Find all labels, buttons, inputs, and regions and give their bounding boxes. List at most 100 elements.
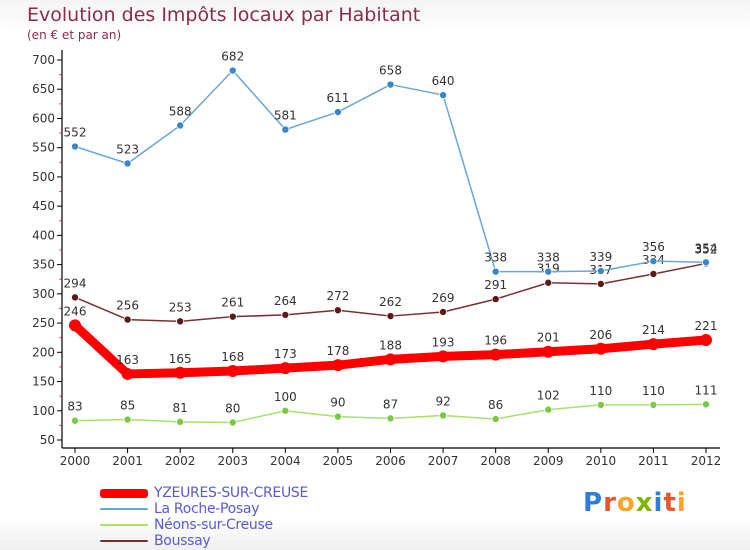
brand-letter: i [653, 488, 664, 518]
x-tick-label: 2006 [375, 454, 406, 468]
data-label: 339 [589, 250, 612, 264]
series-line [74, 69, 707, 273]
data-label: 221 [695, 319, 718, 333]
x-tick-label: 2005 [323, 454, 354, 468]
data-point [123, 315, 132, 324]
x-tick-label: 2011 [638, 454, 669, 468]
brand-letter: o [616, 488, 636, 518]
data-label: 581 [274, 109, 297, 123]
data-point [71, 142, 80, 151]
legend-item: La Roche-Posay [100, 501, 308, 517]
data-point [228, 418, 237, 427]
data-point [542, 345, 555, 358]
brand-logo: Proxiti [583, 488, 687, 518]
data-point [489, 348, 502, 361]
data-label: 611 [326, 91, 349, 105]
series-2: 83 85 81 80 100 90 87 92 86 102 110 110 111 [67, 383, 718, 427]
series-1: 552 523 588 682 581 611 658 640 338 338 339 356 354 [64, 50, 717, 276]
data-label: 256 [116, 299, 139, 313]
data-point [176, 317, 185, 326]
data-label: 163 [116, 353, 139, 367]
series-3: 294256253261264272262269291319317334352 [64, 242, 717, 326]
data-label: 201 [537, 331, 560, 345]
chart-title: Evolution des Impôts locaux par Habitant [27, 4, 421, 26]
data-point [279, 362, 292, 375]
data-label: 291 [484, 278, 507, 292]
legend-swatch [100, 540, 148, 542]
x-tick-label: 2007 [428, 454, 459, 468]
data-label: 100 [274, 390, 297, 404]
data-point [281, 125, 290, 134]
data-point [71, 416, 80, 425]
data-label: 110 [642, 384, 665, 398]
data-point [491, 267, 500, 276]
y-tick-label: 650 [32, 82, 55, 96]
data-label: 294 [64, 276, 87, 290]
data-label: 165 [169, 352, 192, 366]
data-point [333, 306, 342, 315]
data-label: 90 [330, 396, 345, 410]
data-label: 168 [221, 350, 244, 364]
chart-legend: YZEURES-SUR-CREUSE La Roche-Posay Néons-su… [100, 485, 308, 549]
data-label: 92 [435, 394, 450, 408]
y-tick-label: 50 [40, 433, 55, 447]
x-tick-label: 2009 [533, 454, 564, 468]
legend-item: Néons-sur-Creuse [100, 517, 308, 533]
y-tick-label: 400 [32, 228, 55, 242]
y-tick-label: 350 [32, 258, 55, 272]
data-label: 81 [173, 401, 188, 415]
legend-label: YZEURES-SUR-CREUSE [154, 485, 309, 501]
brand-letter: r [603, 488, 617, 518]
y-tick-label: 700 [32, 53, 55, 67]
data-point [649, 400, 658, 409]
x-tick-label: 2008 [480, 454, 511, 468]
data-point [123, 159, 132, 168]
data-point [71, 293, 80, 302]
legend-swatch [100, 488, 148, 498]
data-point [439, 411, 448, 420]
y-tick-label: 550 [32, 141, 55, 155]
data-point [176, 121, 185, 130]
y-tick-label: 300 [32, 287, 55, 301]
y-tick-label: 150 [32, 375, 55, 389]
data-point [386, 80, 395, 89]
legend-swatch [100, 524, 148, 526]
data-point [333, 108, 342, 117]
brand-letter: t [663, 488, 677, 518]
data-label: 338 [484, 251, 507, 265]
data-point [700, 334, 712, 347]
data-point [439, 307, 448, 316]
data-label: 80 [225, 401, 240, 415]
data-point [544, 278, 553, 287]
data-label: 246 [64, 304, 87, 318]
data-label: 85 [120, 399, 135, 413]
data-label: 214 [642, 323, 665, 337]
data-point [174, 366, 187, 379]
brand-letter: P [583, 488, 604, 518]
data-label: 588 [169, 104, 192, 118]
x-tick-label: 2012 [691, 454, 722, 468]
series-0: 246 163 165 168 173 178 188 193 196 201 206 214 221 [64, 304, 718, 380]
y-tick-label: 450 [32, 199, 55, 213]
data-point [702, 400, 711, 409]
data-point [596, 267, 605, 276]
data-point [386, 312, 395, 321]
data-point [123, 415, 132, 424]
data-point [331, 359, 344, 372]
data-label: 102 [537, 389, 560, 403]
data-point [226, 365, 239, 378]
y-tick-label: 200 [32, 345, 55, 359]
data-point [281, 310, 290, 319]
data-label: 523 [116, 142, 139, 156]
data-label: 356 [642, 240, 665, 254]
data-point [596, 279, 605, 288]
legend-label: Néons-sur-Creuse [154, 517, 273, 533]
data-label: 640 [432, 74, 455, 88]
data-label: 86 [488, 398, 503, 412]
data-label: 111 [695, 383, 718, 397]
data-point [176, 417, 185, 426]
data-label: 552 [64, 126, 87, 140]
x-tick-label: 2001 [112, 454, 143, 468]
data-label: 83 [67, 400, 82, 414]
